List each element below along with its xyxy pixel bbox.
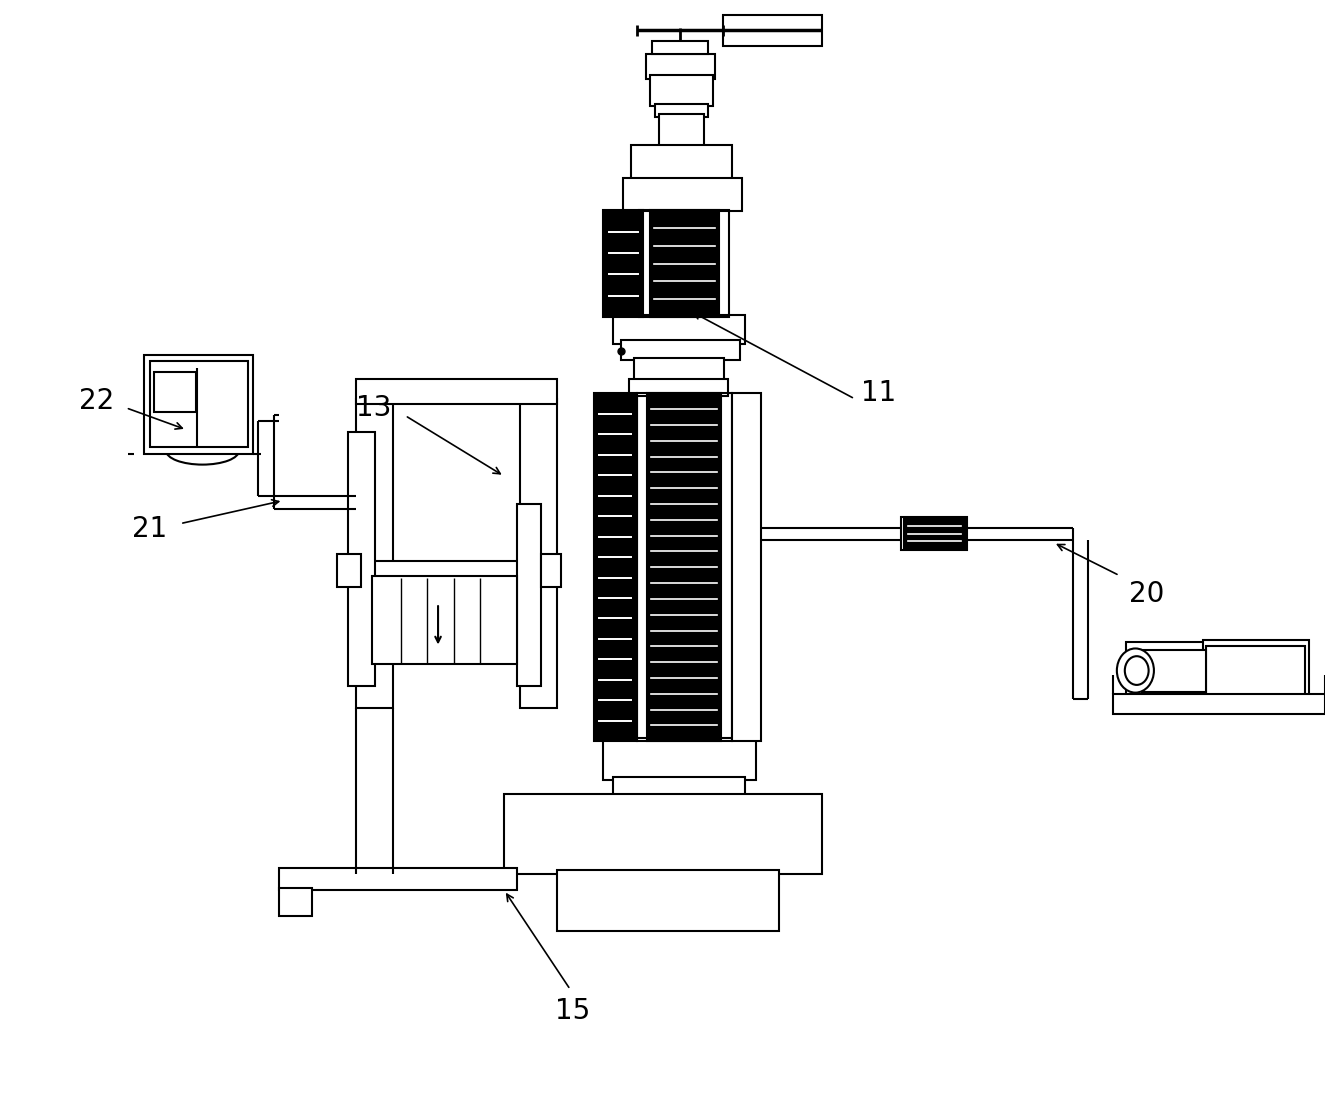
Bar: [639, 210, 729, 318]
Bar: [646, 54, 715, 79]
Text: 11: 11: [862, 380, 896, 407]
Bar: [650, 210, 719, 318]
Bar: [145, 354, 253, 454]
Text: 20: 20: [1128, 580, 1164, 608]
Bar: [517, 504, 541, 686]
Bar: [655, 104, 708, 117]
Bar: [338, 554, 361, 587]
Bar: [280, 888, 313, 915]
Bar: [355, 399, 392, 708]
Bar: [647, 393, 721, 742]
Bar: [902, 517, 968, 550]
Text: 13: 13: [357, 394, 391, 422]
Text: 22: 22: [78, 387, 114, 415]
Bar: [613, 776, 745, 796]
Bar: [347, 432, 374, 686]
Bar: [280, 868, 517, 890]
Bar: [629, 379, 728, 395]
Bar: [1203, 640, 1309, 706]
Bar: [358, 561, 557, 581]
Bar: [613, 315, 745, 343]
Ellipse shape: [1116, 649, 1154, 693]
Bar: [557, 870, 780, 931]
Ellipse shape: [1124, 656, 1148, 685]
Text: 15: 15: [556, 997, 590, 1025]
Bar: [520, 399, 557, 708]
Text: 21: 21: [131, 515, 167, 544]
Bar: [1113, 694, 1325, 714]
Bar: [636, 393, 732, 742]
Bar: [631, 145, 732, 180]
Bar: [154, 372, 196, 412]
Bar: [1205, 646, 1305, 700]
Bar: [1142, 650, 1205, 692]
Bar: [150, 361, 248, 447]
Bar: [1126, 642, 1205, 697]
Bar: [634, 358, 724, 382]
Bar: [603, 210, 643, 318]
Bar: [355, 379, 557, 404]
Bar: [621, 340, 740, 360]
Bar: [904, 519, 965, 548]
Bar: [371, 576, 517, 664]
Bar: [652, 41, 708, 54]
Bar: [659, 114, 704, 147]
Bar: [723, 14, 822, 45]
Bar: [504, 794, 822, 873]
Bar: [594, 393, 636, 742]
Bar: [623, 178, 743, 211]
Bar: [603, 738, 756, 779]
Bar: [732, 393, 761, 742]
Bar: [541, 554, 561, 587]
Bar: [650, 75, 713, 106]
